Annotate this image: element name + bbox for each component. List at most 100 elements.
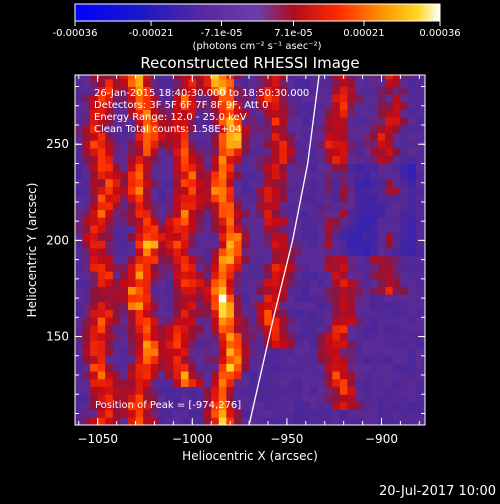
- heatmap-cell: [180, 140, 189, 149]
- heatmap-cell: [241, 332, 250, 341]
- heatmap-cell: [127, 155, 136, 164]
- heatmap-cell: [423, 278, 425, 287]
- heatmap-cell: [286, 125, 295, 134]
- heatmap-cell: [97, 132, 106, 141]
- heatmap-cell: [82, 278, 91, 287]
- heatmap-cell: [355, 363, 363, 372]
- heatmap-cell: [324, 148, 333, 157]
- heatmap-cell: [196, 148, 205, 157]
- heatmap-cell: [279, 75, 288, 80]
- heatmap-cell: [143, 201, 152, 211]
- heatmap-cell: [127, 378, 136, 387]
- heatmap-cell: [407, 378, 416, 387]
- heatmap-cell: [324, 125, 333, 134]
- heatmap-cell: [286, 378, 295, 387]
- heatmap-cell: [256, 386, 265, 395]
- heatmap-cell: [347, 340, 356, 349]
- heatmap-cell: [317, 271, 326, 280]
- heatmap-cell: [188, 371, 197, 380]
- heatmap-cell: [294, 348, 303, 357]
- heatmap-cell: [82, 363, 91, 372]
- heatmap-cell: [317, 278, 326, 287]
- heatmap-cell: [196, 401, 205, 411]
- heatmap-cell: [279, 178, 288, 187]
- heatmap-cell: [407, 340, 416, 349]
- heatmap-cell: [180, 109, 189, 118]
- heatmap-cell: [226, 332, 235, 341]
- heatmap-cell: [264, 94, 273, 103]
- heatmap-cell: [226, 171, 235, 180]
- heatmap-cell: [211, 101, 220, 111]
- heatmap-cell: [165, 340, 174, 349]
- heatmap-cell: [241, 271, 250, 280]
- heatmap-cell: [317, 255, 326, 264]
- heatmap-cell: [143, 163, 152, 172]
- heatmap-cell: [75, 378, 83, 387]
- heatmap-cell: [392, 132, 401, 141]
- heatmap-cell: [203, 240, 212, 249]
- heatmap-cell: [317, 386, 326, 395]
- heatmap-cell: [112, 294, 121, 303]
- heatmap-cell: [120, 417, 129, 425]
- heatmap-cell: [218, 340, 227, 349]
- heatmap-cell: [90, 409, 99, 418]
- heatmap-cell: [127, 117, 136, 126]
- heatmap-cell: [233, 209, 242, 218]
- heatmap-cell: [355, 109, 363, 118]
- heatmap-cell: [271, 125, 280, 134]
- heatmap-cell: [120, 140, 129, 149]
- heatmap-cell: [385, 340, 394, 349]
- heatmap-cell: [120, 278, 129, 287]
- heatmap-cell: [385, 78, 394, 87]
- heatmap-cell: [347, 263, 356, 272]
- heatmap-cell: [286, 355, 295, 364]
- heatmap-cell: [377, 348, 386, 357]
- heatmap-cell: [392, 225, 401, 234]
- heatmap-cell: [90, 248, 99, 257]
- heatmap-cell: [339, 194, 348, 203]
- heatmap-cell: [271, 178, 280, 187]
- heatmap-cell: [294, 75, 303, 80]
- heatmap-cell: [317, 286, 326, 295]
- heatmap-cell: [355, 155, 363, 164]
- heatmap-cell: [226, 78, 235, 87]
- heatmap-cell: [218, 171, 227, 180]
- heatmap-cell: [377, 363, 386, 372]
- heatmap-cell: [355, 194, 363, 203]
- heatmap-cell: [112, 378, 121, 387]
- heatmap-cell: [135, 332, 144, 341]
- heatmap-cell: [249, 209, 258, 218]
- heatmap-cell: [143, 171, 152, 180]
- heatmap-cell: [347, 301, 356, 311]
- heatmap-cell: [233, 140, 242, 149]
- heatmap-cell: [256, 94, 265, 103]
- heatmap-cell: [407, 178, 416, 187]
- heatmap-cell: [165, 163, 174, 172]
- heatmap-cell: [377, 255, 386, 264]
- heatmap-cell: [226, 186, 235, 195]
- heatmap-cell: [180, 94, 189, 103]
- heatmap-cell: [165, 309, 174, 318]
- heatmap-cell: [377, 340, 386, 349]
- heatmap-cell: [279, 248, 288, 257]
- heatmap-cell: [271, 240, 280, 249]
- heatmap-cell: [188, 386, 197, 395]
- heatmap-cell: [188, 332, 197, 341]
- heatmap-cell: [233, 348, 242, 357]
- heatmap-cell: [415, 186, 424, 195]
- heatmap-cell: [286, 75, 295, 80]
- heatmap-cell: [120, 355, 129, 364]
- heatmap-cell: [385, 132, 394, 141]
- heatmap-cell: [362, 409, 371, 418]
- heatmap-cell: [97, 294, 106, 303]
- heatmap-cell: [211, 240, 220, 249]
- heatmap-cell: [226, 232, 235, 241]
- heatmap-cell: [226, 140, 235, 149]
- heatmap-cell: [392, 401, 401, 411]
- heatmap-cell: [324, 240, 333, 249]
- heatmap-cell: [75, 248, 83, 257]
- heatmap-cell: [158, 255, 167, 264]
- heatmap-cell: [218, 101, 227, 111]
- heatmap-cell: [127, 171, 136, 180]
